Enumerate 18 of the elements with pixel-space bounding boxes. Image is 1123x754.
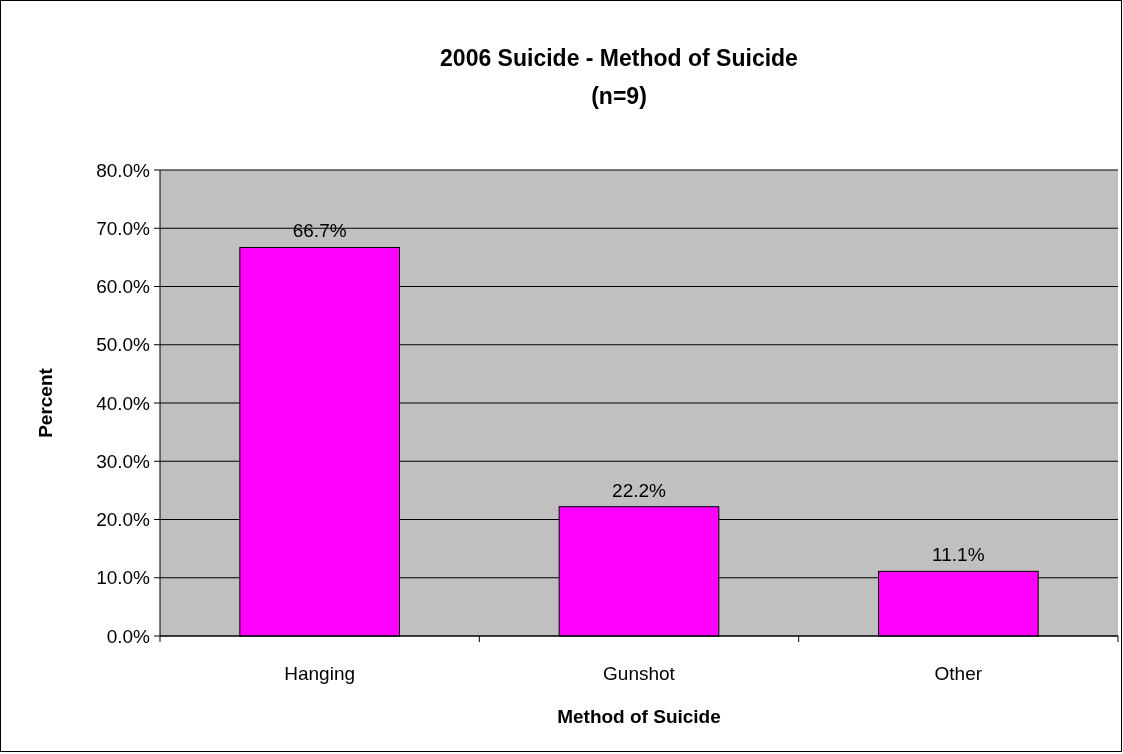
y-tick-label: 80.0% [96,159,151,181]
x-tick-label: Hanging [284,663,356,684]
data-label: 11.1% [932,544,985,566]
y-tick-label: 40.0% [96,392,151,414]
y-tick-label: 0.0% [106,625,151,647]
x-axis-title: Method of Suicide [557,706,721,727]
y-tick-label: 50.0% [96,334,151,356]
y-tick-label: 20.0% [96,509,151,531]
y-tick-label: 30.0% [96,450,151,472]
y-tick-label: 60.0% [96,276,151,298]
data-label: 22.2% [612,479,667,501]
y-axis-title: Percent [35,367,56,438]
chart-subtitle: (n=9) [591,83,647,109]
x-tick-label: Other [934,663,983,684]
chart-title: 2006 Suicide - Method of Suicide [440,45,798,71]
x-tick-label: Gunshot [603,663,676,684]
y-tick-label: 70.0% [96,217,151,239]
y-tick-label: 10.0% [96,567,151,589]
